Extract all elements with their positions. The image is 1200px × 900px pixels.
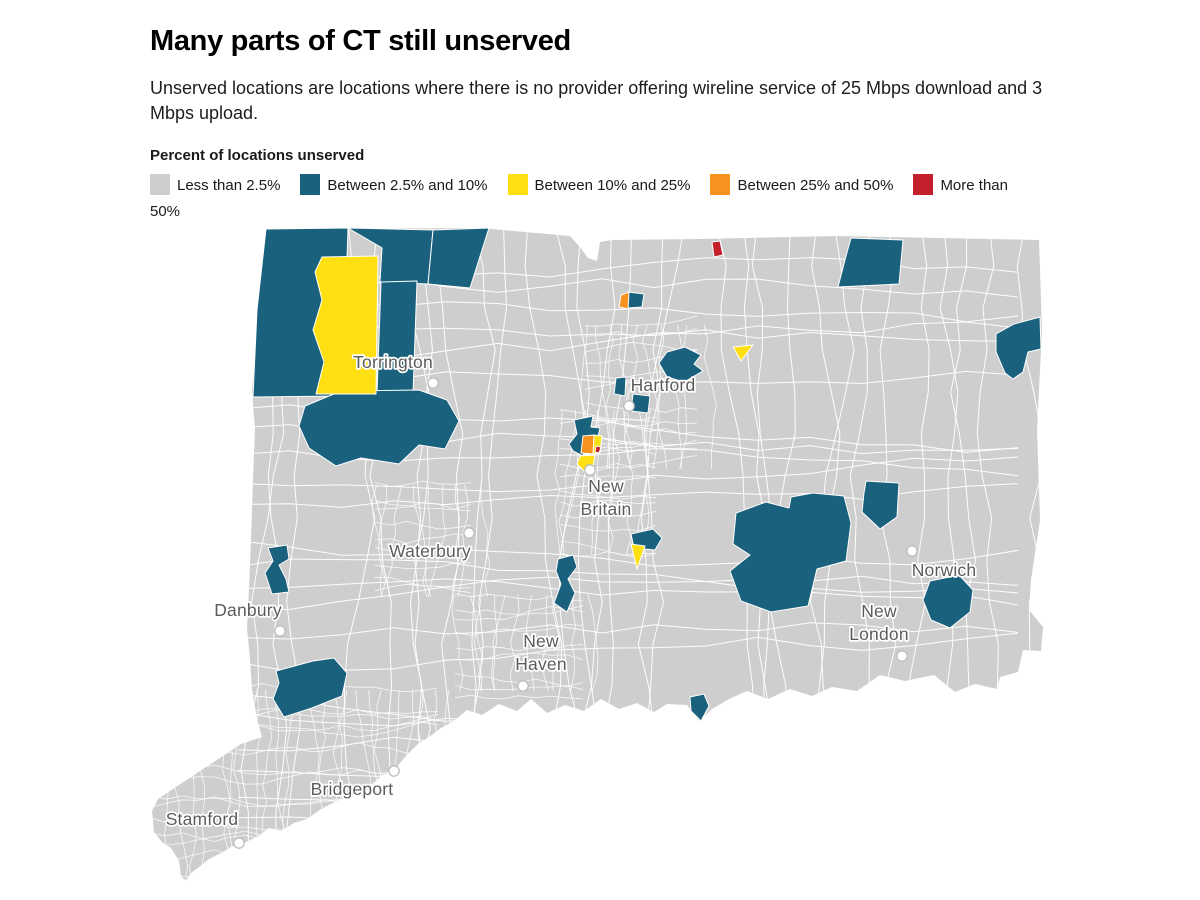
region-east-edge[interactable] (995, 316, 1042, 380)
region-norwich-blob[interactable] (922, 574, 974, 629)
region-hartford-wing[interactable] (658, 346, 704, 383)
page-subtitle: Unserved locations are locations where t… (150, 77, 1043, 124)
city-label-danbury: Danbury (214, 600, 282, 620)
legend-item-between_25_and_50: Between 25% and 50% (710, 173, 893, 195)
unserved-regions (252, 227, 1042, 722)
city-dot-stamford (233, 837, 245, 849)
city-dot-bridgeport (388, 765, 400, 777)
legend-item-between_2_5_and_10: Between 2.5% and 10% (300, 173, 488, 195)
legend-item-more_than_50: More than 50% (150, 173, 1008, 220)
region-norwich-pentagon[interactable] (861, 480, 900, 530)
legend-item-less_than_2_5: Less than 2.5% (150, 173, 280, 195)
region-nw-col-right[interactable] (376, 280, 418, 395)
city-labels: Torrington Hartford Waterbury Danbury New Bri… (164, 350, 978, 849)
region-new-britain-orange[interactable] (580, 434, 595, 455)
legend-title: Percent of locations unserved (150, 146, 365, 164)
legend-items: Less than 2.5% Between 2.5% and 10% Betwee… (150, 173, 1055, 225)
region-nw-band-south[interactable] (298, 389, 460, 467)
region-ne-trapezoid[interactable] (837, 237, 904, 288)
region-north-red[interactable] (711, 240, 724, 258)
city-dot-norwich (906, 545, 918, 557)
region-east-cluster[interactable] (729, 492, 852, 613)
city-dot-torrington (427, 377, 439, 389)
region-south-pair-yellow[interactable] (630, 543, 646, 570)
city-dot-new-haven (517, 680, 529, 692)
region-nw-yellow-column[interactable] (312, 255, 379, 395)
legend-swatch-icon (300, 173, 321, 195)
region-e-hartford-triangle[interactable] (732, 344, 754, 362)
page-title: Many parts of CT still unserved (150, 25, 571, 57)
city-label-norwich: Norwich (912, 560, 977, 580)
city-dot-waterbury (463, 527, 475, 539)
city-label-new-haven: New Haven (515, 631, 567, 674)
region-danbury-north[interactable] (264, 544, 290, 595)
city-label-hartford: Hartford (631, 375, 696, 395)
city-label-new-britain: New Britain (580, 476, 631, 519)
legend-swatch-icon (710, 173, 731, 195)
region-south-vertical[interactable] (553, 554, 578, 613)
city-dot-new-britain (584, 464, 596, 476)
region-hartford-left-sliver[interactable] (613, 376, 627, 397)
city-label-torrington: Torrington (353, 352, 433, 372)
city-label-stamford: Stamford (166, 809, 239, 829)
header: Many parts of CT still unserved Unserved… (150, 25, 1055, 225)
region-n-hartford-orange[interactable] (618, 291, 630, 310)
city-dot-hartford (623, 400, 635, 412)
legend-swatch-icon (913, 173, 934, 195)
city-label-bridgeport: Bridgeport (311, 779, 394, 799)
legend: Percent of locations unserved Less than … (150, 147, 1055, 225)
region-danbury-southeast[interactable] (272, 657, 348, 718)
legend-swatch-icon (507, 173, 528, 195)
city-dot-danbury (274, 625, 286, 637)
region-coast-small[interactable] (689, 693, 710, 722)
region-n-hartford-small[interactable] (626, 291, 645, 309)
city-label-waterbury: Waterbury (389, 541, 471, 561)
city-label-new-london: New London (849, 601, 909, 644)
region-nw-top-right[interactable] (427, 227, 490, 289)
legend-item-between_10_and_25: Between 10% and 25% (507, 173, 690, 195)
region-new-britain-red[interactable] (594, 445, 602, 454)
legend-swatch-icon (150, 173, 170, 195)
city-dot-new-london (896, 650, 908, 662)
